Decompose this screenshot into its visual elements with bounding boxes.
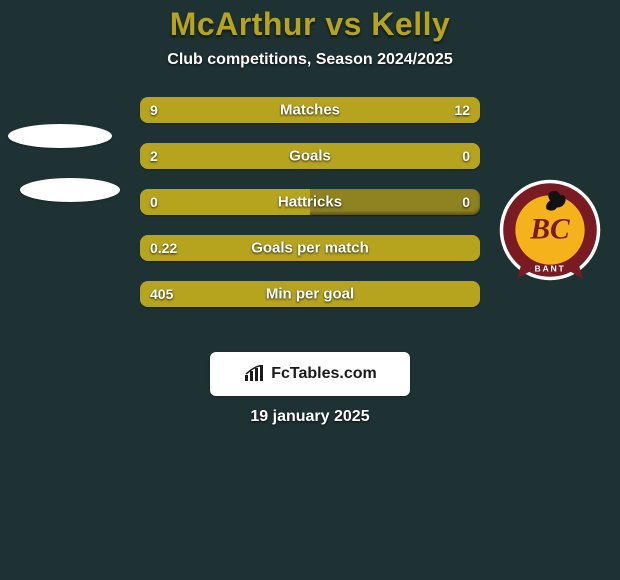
player2-name: Kelly [371,6,450,42]
subtitle: Club competitions, Season 2024/2025 [0,51,620,69]
stat-left-fill [140,281,480,307]
vs-word: vs [325,6,362,42]
stat-right-fill [400,143,480,169]
stat-row: Goals20 [140,143,480,169]
stat-left-fill [140,143,400,169]
player-photo-placeholder [20,178,120,202]
branding-badge: FcTables.com [210,352,410,396]
comparison-title: McArthur vs Kelly [0,0,620,43]
svg-text:BANT: BANT [535,264,566,274]
stat-left-fill [140,235,480,261]
stat-row: Min per goal405 [140,281,480,307]
stat-value-right: 0 [462,194,470,210]
snapshot-date: 19 january 2025 [0,408,620,426]
stat-left-fill [140,189,310,215]
stat-row: Matches912 [140,97,480,123]
branding-text: FcTables.com [271,365,377,383]
bar-chart-icon [243,365,265,383]
stat-rows: Matches912 Goals20 Hattricks00 Goals per ma… [140,97,480,307]
stat-left-fill [140,97,286,123]
svg-text:BC: BC [529,214,570,246]
stat-row: Hattricks00 [140,189,480,215]
stat-row: Goals per match0.22 [140,235,480,261]
player1-name: McArthur [170,6,316,42]
stat-right-fill [286,97,480,123]
player-photo-placeholder [8,124,112,148]
club-badge: BC BANT [498,178,602,282]
